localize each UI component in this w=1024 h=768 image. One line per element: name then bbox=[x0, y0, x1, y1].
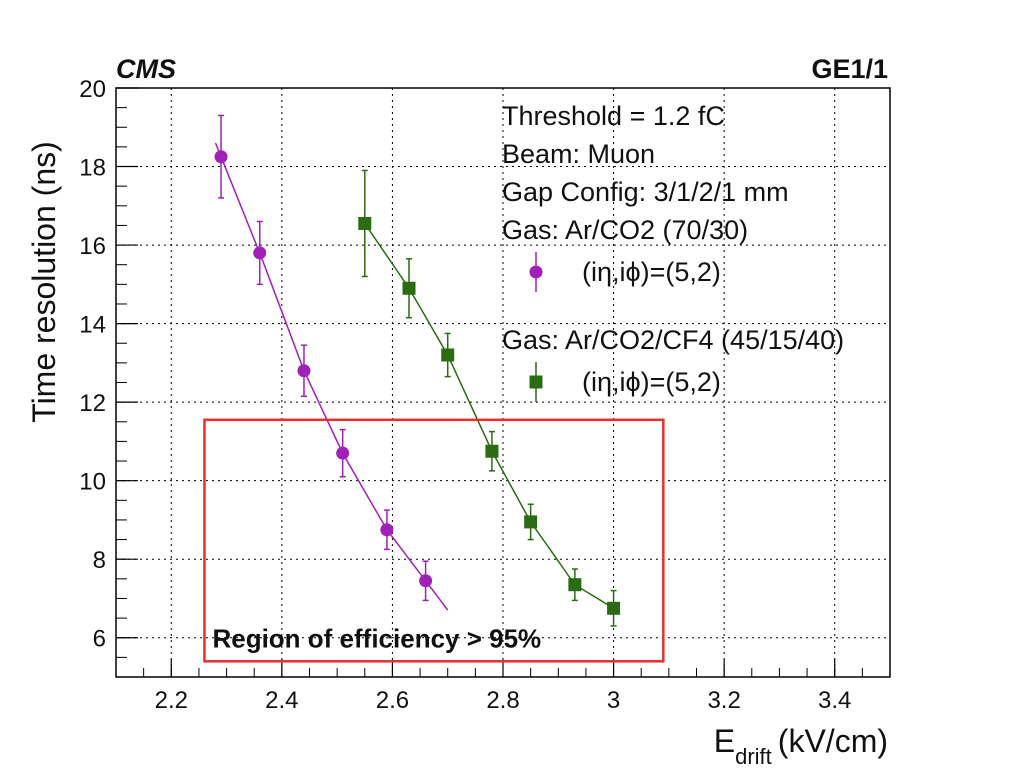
x-tick-label: 2.6 bbox=[376, 687, 409, 714]
data-point bbox=[297, 364, 311, 378]
x-axis-title: Edrift (kV/cm) bbox=[714, 723, 888, 768]
legend-info-line: Gas: Ar/CO2 (70/30) bbox=[502, 215, 748, 245]
x-tick-label: 2.2 bbox=[155, 687, 188, 714]
data-point bbox=[402, 281, 416, 295]
legend-info-line: Threshold = 1.2 fC bbox=[502, 101, 725, 131]
x-axis-title-main: E bbox=[714, 723, 735, 759]
legend: Threshold = 1.2 fC Beam: Muon Gap Config: … bbox=[502, 101, 844, 402]
axis-ticks bbox=[115, 87, 891, 678]
y-tick-label: 16 bbox=[79, 233, 106, 260]
y-tick-label: 20 bbox=[79, 76, 106, 103]
data-point bbox=[253, 246, 267, 260]
data-point bbox=[336, 446, 350, 460]
experiment-label: CMS bbox=[116, 54, 176, 84]
legend-entry-label: (iη,iϕ)=(5,2) bbox=[582, 367, 721, 397]
y-tick-label: 8 bbox=[93, 547, 106, 574]
y-tick-label: 12 bbox=[79, 390, 106, 417]
data-point bbox=[358, 216, 372, 230]
legend-info-line: Beam: Muon bbox=[502, 139, 655, 169]
legend-gas-label: Gas: Ar/CO2/CF4 (45/15/40) bbox=[502, 325, 844, 355]
data-point bbox=[485, 444, 499, 458]
legend-marker bbox=[529, 265, 543, 279]
x-tick-label: 2.4 bbox=[265, 687, 298, 714]
legend-info-line: Gap Config: 3/1/2/1 mm bbox=[502, 177, 789, 207]
data-series bbox=[214, 114, 621, 627]
y-axis-title: Time resolution (ns) bbox=[26, 141, 62, 423]
data-point bbox=[441, 348, 455, 362]
detector-label: GE1/1 bbox=[811, 54, 888, 84]
x-tick-label: 3 bbox=[607, 687, 620, 714]
data-point bbox=[214, 150, 228, 164]
legend-marker bbox=[529, 375, 543, 389]
grid bbox=[116, 88, 890, 677]
data-point bbox=[568, 578, 582, 592]
data-point bbox=[380, 523, 394, 537]
series-2 bbox=[358, 169, 621, 627]
efficiency-region-label: Region of efficiency > 95% bbox=[212, 623, 541, 653]
data-point bbox=[419, 574, 433, 588]
series-1-fit-line bbox=[214, 142, 449, 611]
axis-tick-labels: 2.2 2.4 2.6 2.8 3 3.2 3.4 6 8 10 12 14 16 18 20 bbox=[79, 76, 851, 714]
series-1 bbox=[214, 114, 449, 611]
y-tick-label: 6 bbox=[93, 626, 106, 653]
efficiency-region-box bbox=[203, 418, 665, 663]
x-tick-label: 3.4 bbox=[818, 687, 851, 714]
data-point bbox=[607, 601, 621, 615]
y-tick-label: 14 bbox=[79, 312, 106, 339]
data-point bbox=[524, 515, 538, 529]
x-axis-title-subscript: drift bbox=[735, 744, 772, 768]
y-tick-label: 18 bbox=[79, 155, 106, 182]
x-tick-label: 2.8 bbox=[486, 687, 519, 714]
y-tick-label: 10 bbox=[79, 469, 106, 496]
legend-entry-label: (iη,iϕ)=(5,2) bbox=[582, 257, 721, 287]
x-tick-label: 3.2 bbox=[707, 687, 740, 714]
x-axis-title-unit: (kV/cm) bbox=[778, 723, 888, 759]
